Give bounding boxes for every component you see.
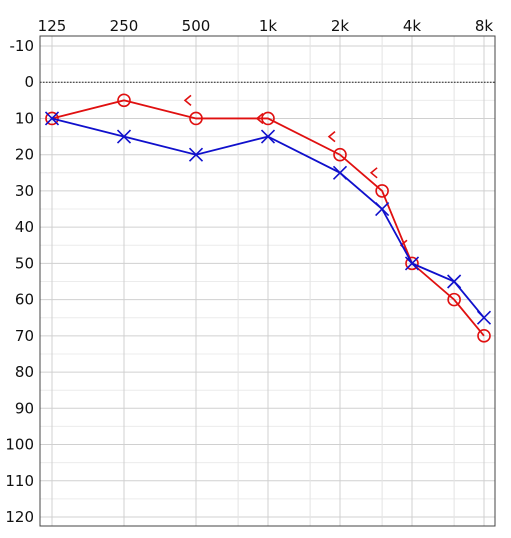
y-tick-label: 30 [15,182,34,200]
x-tick-label: 250 [110,17,139,35]
y-tick-label: 110 [5,472,34,490]
circle-marker [117,93,131,108]
y-tick-label: 100 [5,436,34,454]
cross-marker [332,165,348,180]
y-tick-label: 50 [15,254,34,272]
y-tick-label: 10 [15,109,34,127]
cross-stroke [332,165,348,180]
y-tick-label: 90 [15,399,34,417]
cross-stroke [188,147,204,162]
grid-lines [40,36,495,526]
cross-marker [260,129,276,144]
circle-marker [189,111,203,126]
y-tick-label: 0 [24,73,34,91]
cross-marker [116,129,132,144]
cross-stroke [44,111,60,126]
cross-stroke [260,129,276,144]
x-tick-label: 2k [331,17,350,35]
y-tick-label: 120 [5,508,34,526]
plot-frame [39,35,496,527]
cross-marker [447,274,462,289]
y-tick-label: -10 [10,37,35,55]
y-tick-label: 40 [15,218,34,236]
cross-stroke [116,129,132,144]
circle-marker [447,292,461,307]
y-tick-label: 70 [15,327,34,345]
circle-marker [261,111,275,126]
bracket-mark [183,94,192,106]
bracket-mark [369,167,378,179]
cross-marker [44,111,60,126]
y-tick-label: 20 [15,146,34,164]
cross-stroke [447,274,462,289]
y-tick-label: 60 [15,291,34,309]
x-tick-label: 4k [403,17,422,35]
circle-marker [333,147,347,162]
x-tick-labels: 125 250 500 1k 2k 4k 8k [38,17,494,35]
cross-marker [375,201,390,217]
x-tick-label: 1k [259,17,278,35]
chart-series [44,93,492,343]
cross-stroke [476,310,492,325]
y-tick-labels: -10 0 10 20 30 40 50 60 70 80 90 100 110 120 [5,37,34,526]
x-tick-label: 125 [38,17,67,35]
bracket-mark [327,130,336,143]
cross-marker [476,310,492,325]
series-line [51,99,485,337]
cross-marker [404,256,420,271]
circle-marker [45,111,59,126]
cross-stroke [375,201,390,217]
y-tick-label: 80 [15,363,34,381]
cross-stroke [404,256,420,271]
x-tick-label: 8k [475,17,494,35]
circle-marker [477,329,491,343]
x-tick-label: 500 [182,17,211,35]
circle-marker [375,184,389,198]
circle-marker [405,256,419,271]
cross-marker [188,147,204,162]
